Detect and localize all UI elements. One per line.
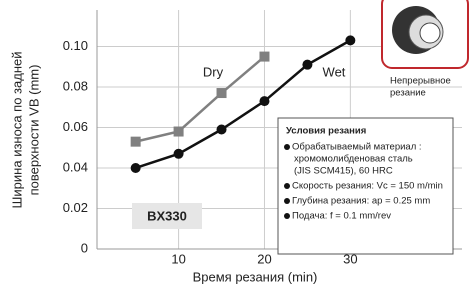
marker bbox=[259, 52, 269, 62]
y-axis-label: Ширина износа по задней bbox=[9, 52, 24, 209]
series-line bbox=[136, 57, 265, 142]
x-tick-label: 20 bbox=[257, 251, 271, 266]
bullet bbox=[284, 144, 290, 150]
marker bbox=[131, 137, 141, 147]
inset-caption: резание bbox=[390, 88, 426, 99]
badge: BX330 bbox=[147, 208, 187, 223]
marker bbox=[174, 149, 184, 159]
marker bbox=[302, 60, 312, 70]
y-tick-label: 0 bbox=[81, 240, 88, 255]
marker bbox=[217, 88, 227, 98]
chart: 00.020.040.060.080.10102030 Время резани… bbox=[0, 0, 470, 287]
tool-icon bbox=[420, 23, 440, 43]
x-axis-label: Время резания (min) bbox=[193, 269, 318, 284]
y-tick-label: 0.04 bbox=[63, 159, 88, 174]
condition-text: Глубина резания: ap = 0.25 mm bbox=[292, 196, 430, 207]
bullet bbox=[284, 213, 290, 219]
y-axis-label: поверхности VB (mm) bbox=[26, 65, 41, 196]
condition-text: Скорость резания: Vc = 150 m/min bbox=[292, 181, 443, 192]
condition-text: Обрабатываемый материал : bbox=[292, 142, 422, 153]
inset bbox=[382, 0, 468, 68]
series-label: Wet bbox=[323, 64, 346, 79]
y-tick-label: 0.02 bbox=[63, 200, 88, 215]
y-tick-label: 0.10 bbox=[63, 38, 88, 53]
marker bbox=[217, 125, 227, 135]
y-tick-label: 0.06 bbox=[63, 119, 88, 134]
marker bbox=[345, 35, 355, 45]
x-tick-label: 10 bbox=[171, 251, 185, 266]
inset-caption: Непрерывное bbox=[390, 76, 451, 87]
condition-text: хромомолибденовая сталь bbox=[294, 154, 413, 165]
y-tick-label: 0.08 bbox=[63, 78, 88, 93]
marker bbox=[174, 127, 184, 137]
series-label: Dry bbox=[203, 64, 224, 79]
condition-text: Подача: f = 0.1 mm/rev bbox=[292, 211, 391, 222]
condition-text: (JIS SCM415), 60 HRC bbox=[294, 166, 393, 177]
marker bbox=[131, 163, 141, 173]
bullet bbox=[284, 183, 290, 189]
bullet bbox=[284, 198, 290, 204]
conditions-title: Условия резания bbox=[286, 126, 366, 137]
marker bbox=[259, 96, 269, 106]
